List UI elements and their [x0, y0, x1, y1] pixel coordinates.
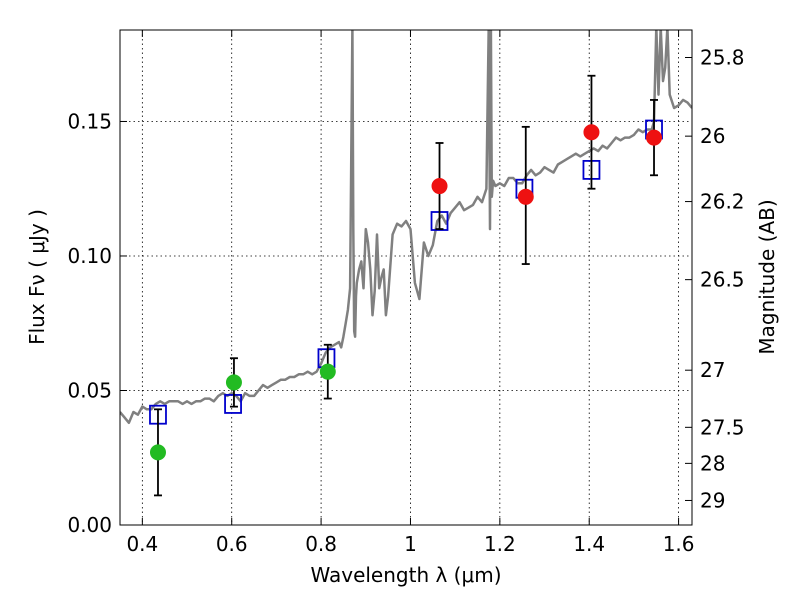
- marker-layer: [149, 74, 663, 497]
- sed-template-line: [120, 30, 692, 425]
- infrared-point: [431, 178, 448, 195]
- y-tick-label: 0.00: [67, 513, 112, 537]
- plot-area: [120, 30, 692, 525]
- tick-labels-layer: 0.4 0.6 0.8 1 1.2 1.4 1.6 0.00 0.05 0.10 0.15 25.8 2…: [67, 45, 744, 556]
- y-tick-label: 0.10: [67, 244, 112, 268]
- y2-tick-label: 26: [700, 124, 725, 148]
- optical-point: [319, 363, 336, 380]
- optical-point: [149, 444, 166, 461]
- x-tick-label: 0.6: [216, 532, 248, 556]
- y2-axis-title: Magnitude (AB): [755, 199, 779, 354]
- infrared-point: [646, 129, 663, 146]
- sed-line-layer: [120, 30, 692, 425]
- y2-tick-label: 29: [700, 488, 725, 512]
- y2-tick-label: 26.2: [700, 190, 745, 214]
- x-tick-label: 1: [404, 532, 417, 556]
- y2-tick-label: 26.5: [700, 268, 745, 292]
- y2-tick-label: 25.8: [700, 45, 745, 69]
- y-tick-label: 0.05: [67, 378, 112, 402]
- infrared-point: [583, 124, 600, 141]
- y2-tick-label: 27.5: [700, 415, 745, 439]
- y2-tick-label: 28: [700, 451, 725, 475]
- x-tick-label: 0.8: [305, 532, 337, 556]
- ticks-layer: [120, 30, 692, 526]
- x-tick-label: 1.4: [573, 532, 605, 556]
- x-tick-label: 1.6: [663, 532, 695, 556]
- plot-frame: [119, 29, 693, 526]
- x-tick-label: 1.2: [484, 532, 516, 556]
- y2-tick-label: 27: [700, 358, 725, 382]
- y-tick-label: 0.15: [67, 109, 112, 133]
- y-axis-title: Flux Fν ( μJy ): [25, 209, 49, 345]
- x-axis-title: Wavelength λ (μm): [310, 563, 501, 587]
- optical-point: [225, 374, 242, 391]
- x-tick-label: 0.4: [126, 532, 158, 556]
- infrared-point: [517, 188, 534, 205]
